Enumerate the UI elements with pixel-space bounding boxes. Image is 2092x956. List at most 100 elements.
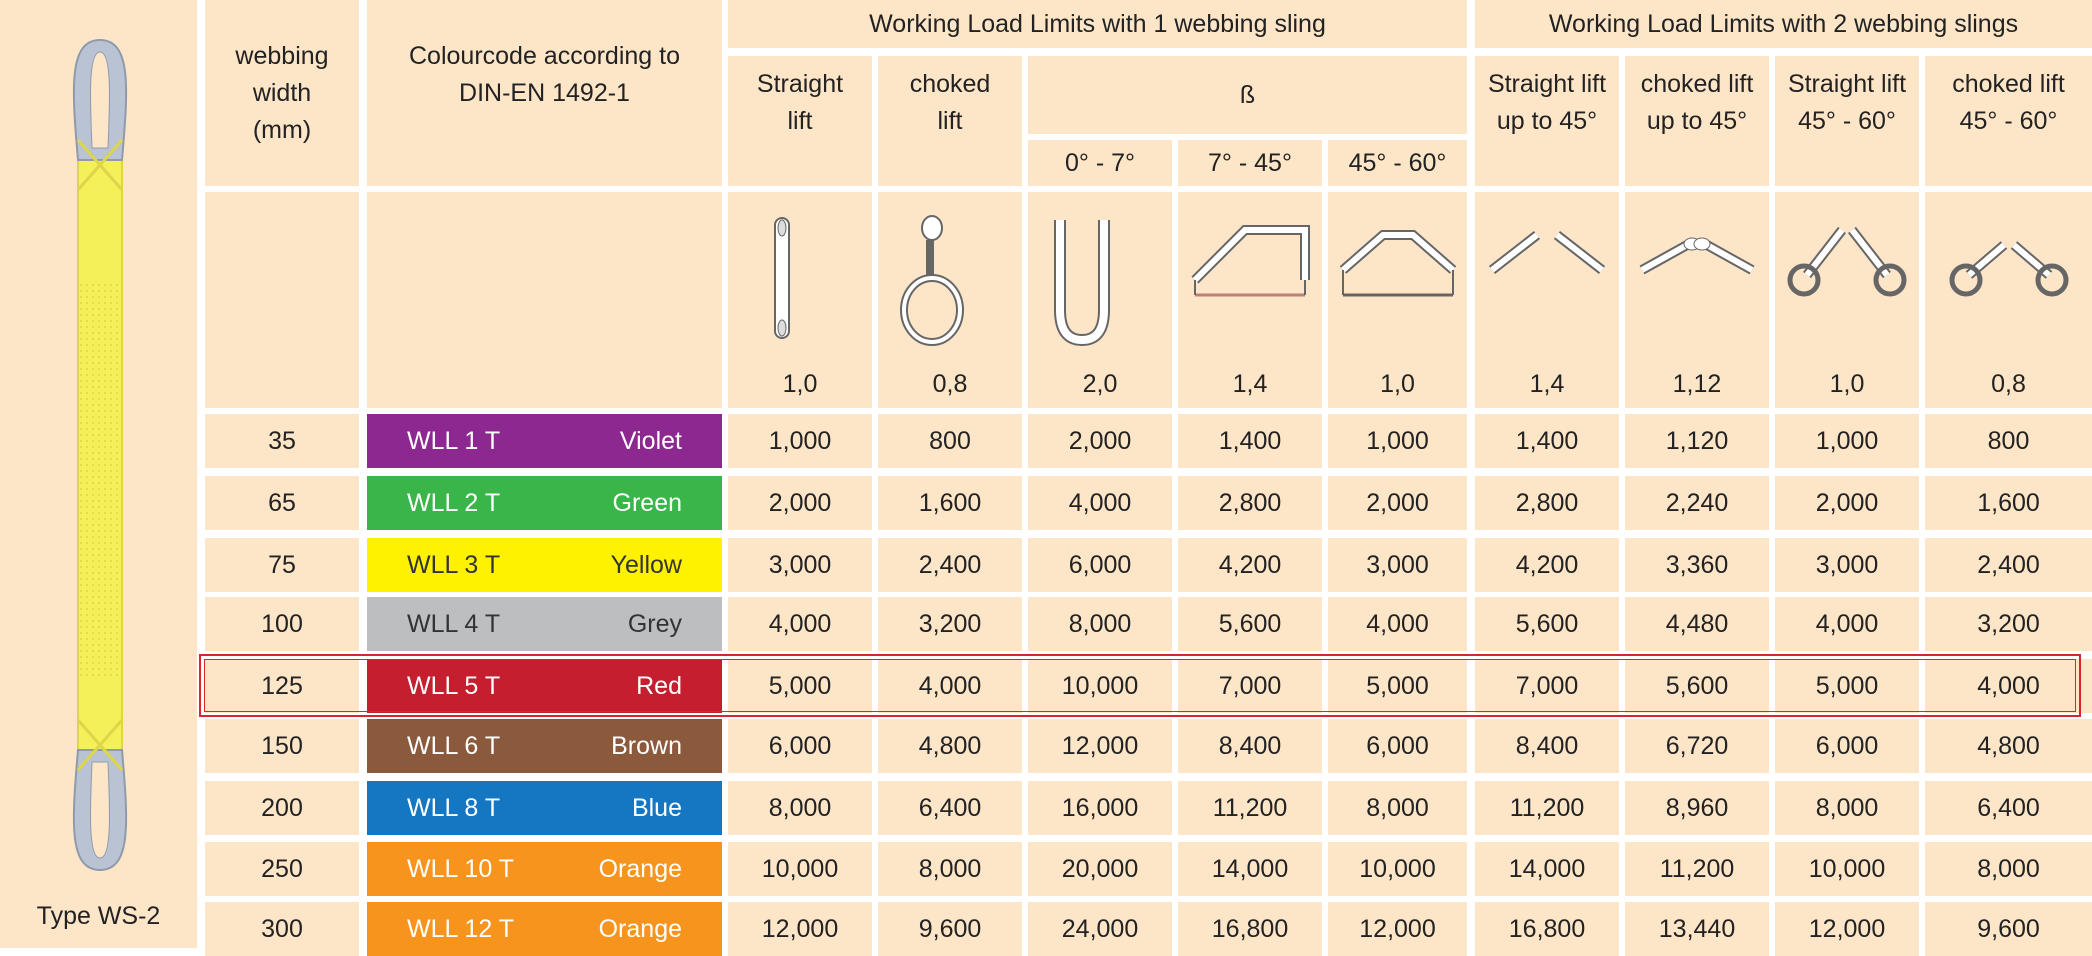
webbing-width-cell: 65 [205, 476, 359, 530]
wll-value-cell: 8,000 [1925, 842, 2092, 896]
highlight-row-frame-inner [204, 659, 2076, 712]
wll-value-cell: 5,000 [1328, 659, 1467, 713]
wll-value-cell: 6,400 [1925, 781, 2092, 835]
wll-value-cell: 3,360 [1625, 538, 1769, 592]
wll-value-cell: 6,000 [1028, 538, 1172, 592]
wll-label: WLL 10 T [407, 854, 514, 883]
wll-value-cell: 8,400 [1475, 719, 1619, 773]
wll-value-cell: 7,000 [1178, 659, 1322, 713]
header-group-2-slings: Working Load Limits with 2 webbing sling… [1475, 0, 2092, 48]
wll-value-cell: 10,000 [1028, 659, 1172, 713]
colour-name: Orange [598, 914, 682, 943]
wll-value-cell: 8,000 [728, 781, 872, 835]
wll-label: WLL 1 T [407, 426, 501, 455]
wll-value-cell: 1,000 [728, 414, 872, 468]
lift-mode-factor: 1,4 [1232, 370, 1268, 398]
wll-value-cell: 5,000 [728, 659, 872, 713]
wll-value-cell: 4,000 [1925, 659, 2092, 713]
header-g2-choked-45: choked lift up to 45° [1625, 56, 1769, 186]
wll-value-cell: 12,000 [1028, 719, 1172, 773]
webbing-width-cell: 200 [205, 781, 359, 835]
two-sling-choked-wide-icon [1949, 241, 2068, 297]
wll-value-cell: 3,200 [1925, 597, 2092, 651]
colour-name: Green [612, 488, 682, 517]
header-choked-lift: choked lift [878, 56, 1022, 186]
wll-value-cell: 3,000 [1328, 538, 1467, 592]
icon-row-blank-width [205, 192, 359, 408]
wll-value-cell: 16,800 [1475, 902, 1619, 956]
webbing-sling-image [72, 38, 128, 872]
icon-row-blank-colour [367, 192, 722, 408]
wll-value-cell: 8,400 [1178, 719, 1322, 773]
colour-code-cell: WLL 1 T Violet [367, 414, 722, 468]
colour-code-cell: WLL 3 T Yellow [367, 538, 722, 592]
wll-value-cell: 800 [878, 414, 1022, 468]
lift-mode-factor: 1,0 [782, 370, 818, 398]
wll-value-cell: 14,000 [1475, 842, 1619, 896]
wll-value-cell: 10,000 [728, 842, 872, 896]
wll-value-cell: 1,600 [878, 476, 1022, 530]
colour-name: Grey [627, 609, 682, 638]
basket-45-60-icon [1339, 230, 1456, 297]
wll-value-cell: 2,000 [1328, 476, 1467, 530]
wll-value-cell: 6,400 [878, 781, 1022, 835]
wll-value-cell: 11,200 [1178, 781, 1322, 835]
lift-mode-cell [1775, 192, 1919, 408]
lift-mode-factor: 1,12 [1672, 370, 1722, 398]
wll-value-cell: 16,000 [1028, 781, 1172, 835]
header-angle-0-7: 0° - 7° [1028, 140, 1172, 186]
header-straight-lift: Straight lift [728, 56, 872, 186]
wll-value-cell: 4,000 [1328, 597, 1467, 651]
header-angle-45-60: 45° - 60° [1328, 140, 1467, 186]
choked-lift-icon [900, 215, 964, 346]
two-sling-choked-icon [1639, 237, 1755, 275]
colour-code-cell: WLL 4 T Grey [367, 597, 722, 651]
wll-value-cell: 14,000 [1178, 842, 1322, 896]
header-webbing-width: webbing width (mm) [205, 0, 359, 186]
wll-label: WLL 3 T [407, 550, 501, 579]
wll-value-cell: 3,000 [728, 538, 872, 592]
wll-value-cell: 8,000 [1775, 781, 1919, 835]
wll-value-cell: 4,800 [878, 719, 1022, 773]
header-group-1-sling: Working Load Limits with 1 webbing sling [728, 0, 1467, 48]
colour-code-cell: WLL 10 T Orange [367, 842, 722, 896]
wll-value-cell: 3,000 [1775, 538, 1919, 592]
wll-value-cell: 2,000 [728, 476, 872, 530]
header-colourcode: Colourcode according to DIN-EN 1492-1 [367, 0, 722, 186]
wll-value-cell: 2,800 [1475, 476, 1619, 530]
lift-mode-factor: 1,0 [1380, 370, 1415, 398]
lift-mode-cell [1328, 192, 1467, 408]
lift-mode-factor: 1,4 [1529, 370, 1565, 398]
wll-value-cell: 4,200 [1475, 538, 1619, 592]
product-type-label: Type WS-2 [36, 902, 161, 930]
wll-label: WLL 4 T [407, 609, 501, 638]
wll-value-cell: 8,960 [1625, 781, 1769, 835]
straight-lift-icon [774, 217, 790, 339]
wll-value-cell: 20,000 [1028, 842, 1172, 896]
colour-name: Yellow [610, 550, 682, 579]
wll-value-cell: 12,000 [1775, 902, 1919, 956]
wll-value-cell: 3,200 [878, 597, 1022, 651]
header-g2-straight-45: Straight lift up to 45° [1475, 56, 1619, 186]
webbing-width-cell: 150 [205, 719, 359, 773]
two-sling-straight-wide-icon [1787, 226, 1907, 297]
header-g2-straight-45-60: Straight lift 45° - 60° [1775, 56, 1919, 186]
webbing-width-cell: 125 [205, 659, 359, 713]
wll-value-cell: 2,000 [1028, 414, 1172, 468]
wll-value-cell: 5,600 [1475, 597, 1619, 651]
colour-code-cell: WLL 12 T Orange [367, 902, 722, 956]
colour-name: Brown [611, 731, 682, 760]
wll-value-cell: 1,000 [1328, 414, 1467, 468]
wll-label: WLL 8 T [407, 793, 501, 822]
lift-mode-cell [1625, 192, 1769, 408]
wll-value-cell: 5,600 [1178, 597, 1322, 651]
webbing-width-cell: 300 [205, 902, 359, 956]
wll-value-cell: 24,000 [1028, 902, 1172, 956]
header-g2-choked-45-60: choked lift 45° - 60° [1925, 56, 2092, 186]
wll-value-cell: 6,720 [1625, 719, 1769, 773]
basket-7-45-icon [1191, 225, 1310, 297]
lift-mode-cell [1925, 192, 2092, 408]
colour-name: Violet [619, 426, 682, 455]
wll-value-cell: 8,000 [878, 842, 1022, 896]
